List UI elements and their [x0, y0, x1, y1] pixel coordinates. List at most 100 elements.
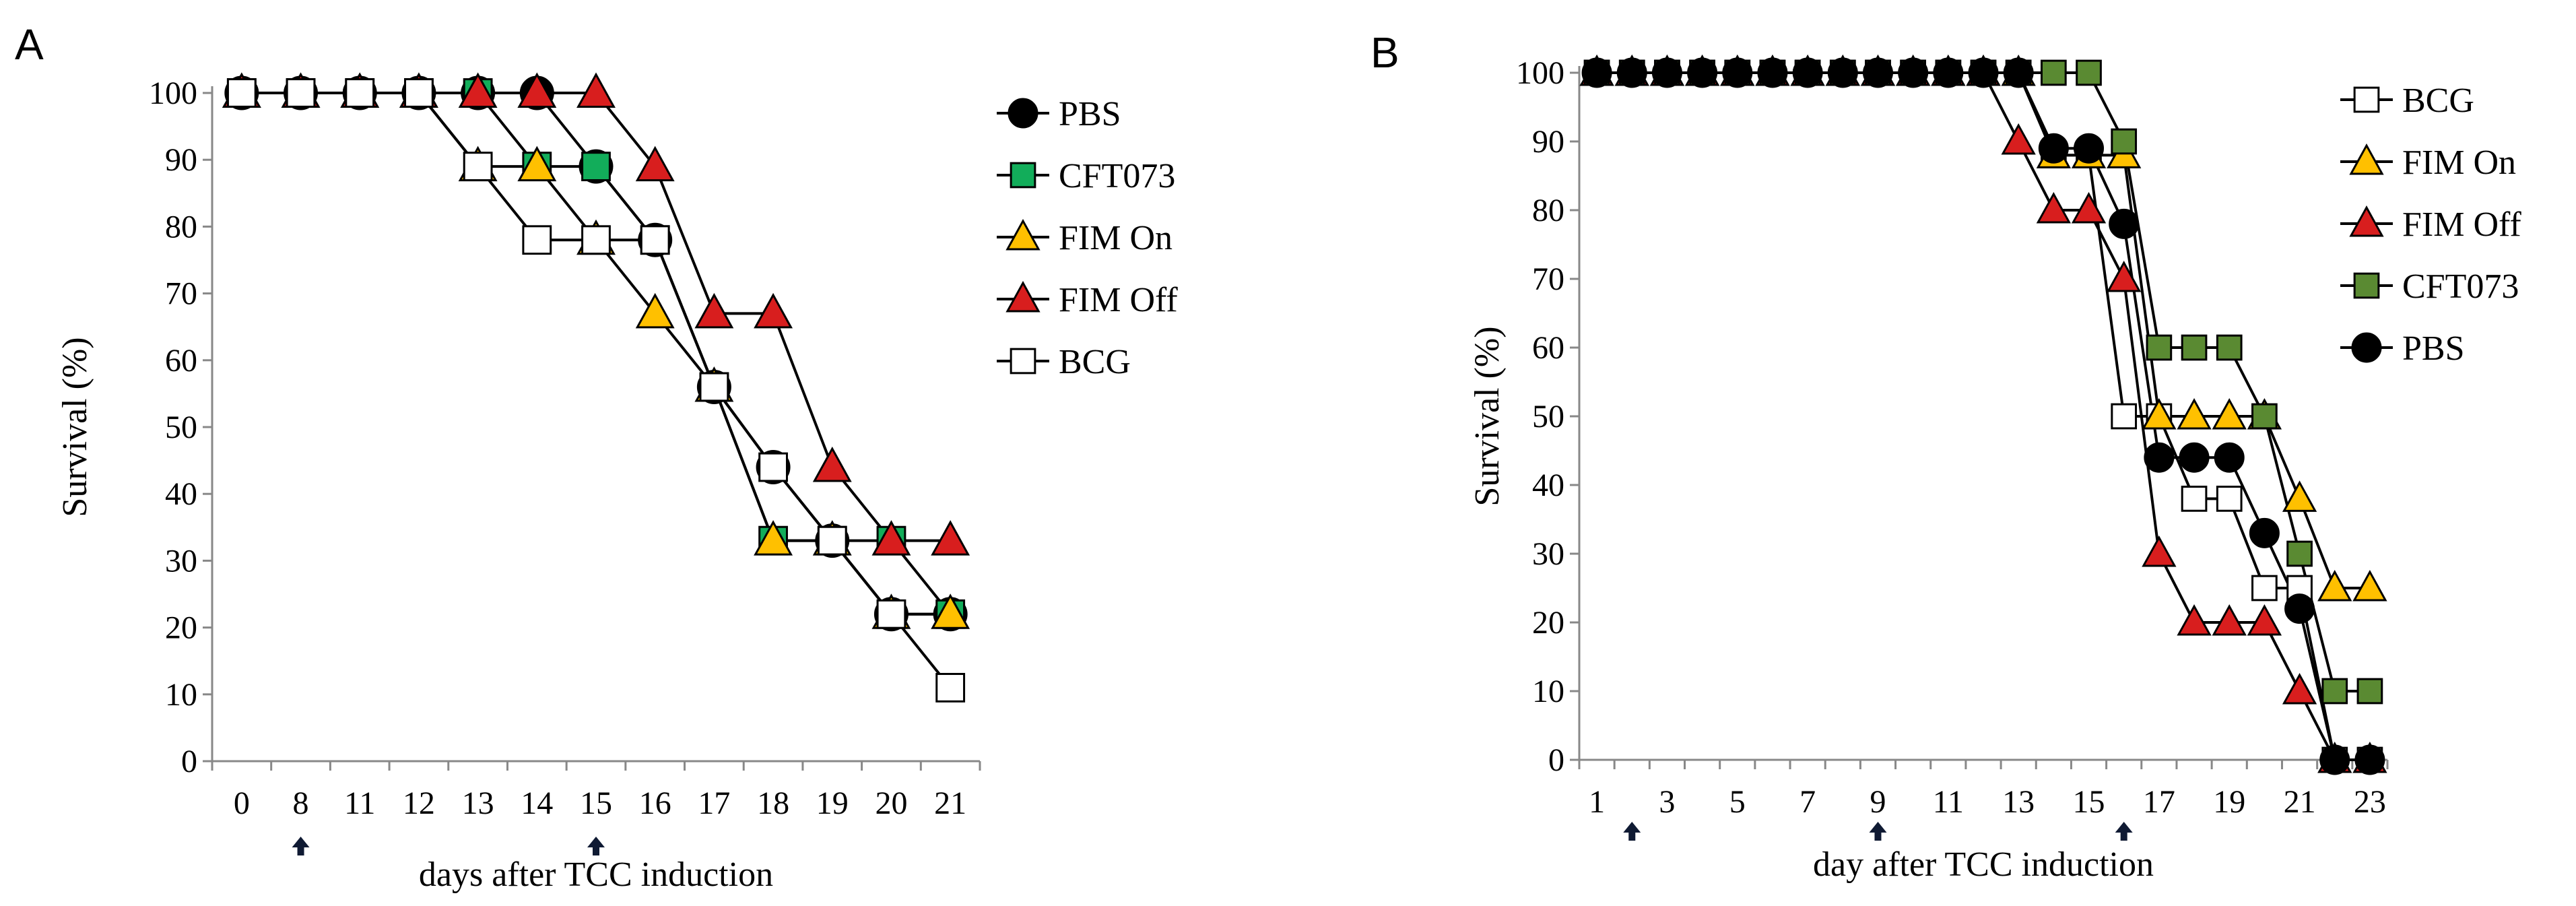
panel-a-x-tick-label: 18 — [757, 785, 789, 821]
panel-b-legend-label-bcg: BCG — [2402, 82, 2474, 120]
panel-a-point-fim-off — [871, 520, 911, 556]
panel-a-y-tick-label: 60 — [165, 343, 197, 379]
panel-a-point-fim-off — [754, 292, 793, 329]
panel-b-y-tick-label: 90 — [1532, 124, 1564, 160]
panel-b-point-pbs — [1757, 57, 1788, 88]
panel-b-y-tick-label: 50 — [1532, 399, 1564, 434]
panel-b-point-fim-off — [2247, 604, 2282, 636]
panel-b-y-tick-label: 60 — [1532, 330, 1564, 366]
panel-b-point-pbs — [1898, 57, 1929, 88]
panel-b-point-cft073 — [2181, 334, 2208, 361]
panel-b-x-tick-label: 3 — [1659, 784, 1675, 820]
panel-a-point-fim-off — [517, 72, 557, 108]
panel-b-point-cft073 — [2216, 334, 2243, 361]
panel-b-point-pbs — [2354, 744, 2385, 775]
panel-b-point-bcg — [2251, 575, 2278, 602]
panel-a-legend-label-fim-on: FIM On — [1059, 219, 1173, 257]
panel-b-point-fim-off — [2071, 191, 2107, 224]
panel-b-point-pbs — [2003, 57, 2034, 88]
panel-b-point-cft073 — [2356, 678, 2383, 705]
panel-a-point-bcg — [345, 78, 375, 108]
panel-b-y-tick-label: 30 — [1532, 536, 1564, 572]
panel-b-point-bcg — [2111, 403, 2138, 430]
panel-a-x-tick-label: 15 — [580, 785, 612, 821]
panel-a-legend-marker-bcg — [1010, 348, 1036, 375]
panel-b-point-pbs — [1651, 57, 1682, 88]
panel-b-point-cft073 — [2146, 334, 2173, 361]
panel-b-legend-label-fim-off: FIM Off — [2402, 205, 2521, 244]
panel-a-y-tick-label: 10 — [165, 677, 197, 713]
panel-b-point-fim-off — [2036, 191, 2071, 224]
panel-b-point-fim-off — [2001, 123, 2036, 155]
panel-b-legend-marker-bcg — [2353, 86, 2380, 113]
panel-b-point-pbs — [2074, 133, 2105, 164]
panel-a-point-cft073 — [581, 152, 611, 182]
panel-a-point-bcg — [758, 452, 788, 482]
panel-b-y-tick-label: 70 — [1532, 261, 1564, 297]
panel-b-point-cft073 — [2321, 678, 2348, 705]
panel-a-point-bcg — [640, 225, 670, 255]
panel-b-dose-arrow — [1869, 822, 1887, 841]
panel-a-y-tick-label: 30 — [165, 543, 197, 579]
panel-b-x-tick-label: 17 — [2143, 784, 2175, 820]
panel-a-legend-label-pbs: PBS — [1059, 95, 1121, 133]
panel-b-legend-marker-fim-off — [2349, 205, 2384, 237]
panel-a-point-fim-on — [635, 292, 675, 329]
panel-a-point-bcg — [817, 525, 847, 556]
panel-a-point-bcg — [581, 225, 611, 255]
panel-b-dose-arrow — [2115, 822, 2133, 841]
panel-a-dose-arrow — [292, 837, 310, 855]
panel-a-legend-marker-pbs — [1008, 98, 1038, 129]
panel-b-point-pbs — [2319, 744, 2350, 775]
panel-a-legend-marker-fim-off — [1005, 280, 1041, 313]
panel-b-point-fim-off — [2177, 604, 2212, 636]
panel-b-point-pbs — [2284, 593, 2315, 624]
panel-b-point-fim-off — [2282, 672, 2317, 705]
panel-a-point-fim-on — [754, 520, 793, 556]
panel-a-x-tick-label: 21 — [934, 785, 966, 821]
panel-a-point-fim-on — [517, 145, 557, 182]
panel-a-x-axis-title: days after TCC induction — [419, 855, 773, 894]
panel-b-y-tick-label: 10 — [1532, 674, 1564, 709]
panel-a-legend-label-fim-off: FIM Off — [1059, 281, 1178, 319]
panel-a-x-tick-label: 0 — [234, 785, 250, 821]
panel-b-point-pbs — [1616, 57, 1647, 88]
panel-b-x-tick-label: 21 — [2284, 784, 2316, 820]
panel-a-legend-label-cft073: CFT073 — [1059, 157, 1175, 195]
panel-a-y-tick-label: 20 — [165, 610, 197, 646]
panel-b-x-tick-label: 9 — [1870, 784, 1886, 820]
panel-a-point-fim-off — [812, 447, 852, 482]
panel-a-y-tick-label: 70 — [165, 276, 197, 312]
panel-b-x-tick-label: 15 — [2073, 784, 2105, 820]
panel-b-point-pbs — [1862, 57, 1893, 88]
panel-a-x-tick-label: 19 — [816, 785, 849, 821]
panel-b-x-tick-label: 1 — [1589, 784, 1605, 820]
panel-b-point-cft073 — [2111, 128, 2138, 155]
panel-b-x-tick-label: 19 — [2213, 784, 2245, 820]
panel-a-legend-marker-fim-on — [1005, 218, 1041, 251]
panel-a-point-fim-on — [931, 593, 970, 629]
panel-b-point-pbs — [1581, 57, 1612, 88]
panel-a-point-bcg — [699, 372, 729, 402]
panel-b-y-tick-label: 0 — [1548, 742, 1564, 778]
panel-a-y-tick-label: 50 — [165, 410, 197, 445]
panel-b-x-tick-label: 13 — [2002, 784, 2035, 820]
panel-a-x-tick-label: 12 — [403, 785, 435, 821]
panel-a-point-fim-off — [458, 72, 498, 108]
panel-a-y-tick-label: 80 — [165, 209, 197, 245]
panel-a-x-tick-label: 11 — [344, 785, 375, 821]
panel-b-point-fim-off — [2107, 260, 2142, 292]
panel-a-letter: A — [15, 20, 44, 69]
panel-a-point-bcg — [404, 78, 434, 108]
panel-a-y-axis-title: Survival (%) — [56, 337, 94, 517]
panel-a-x-tick-label: 13 — [462, 785, 494, 821]
panel-b-point-bcg — [2216, 486, 2243, 512]
panel-b-legend-marker-fim-on — [2349, 143, 2384, 175]
panel-b-x-tick-label: 5 — [1729, 784, 1746, 820]
panel-b-letter: B — [1370, 28, 1399, 77]
panel-b-point-fim-off — [2142, 535, 2177, 567]
panel-a-point-bcg — [226, 78, 257, 108]
panel-b-point-pbs — [1933, 57, 1964, 88]
panel-b-point-cft073 — [2286, 540, 2313, 567]
